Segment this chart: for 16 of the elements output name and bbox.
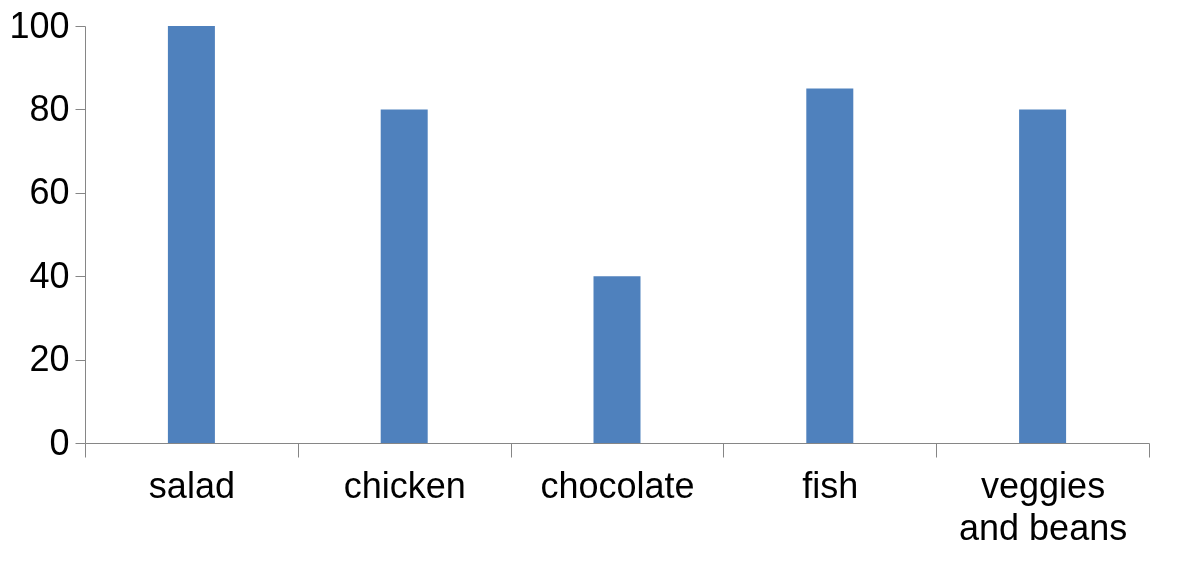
y-tick-label: 0 xyxy=(49,421,70,463)
bar xyxy=(593,276,641,443)
y-tick-label: 40 xyxy=(29,254,70,296)
x-tick-label: chicken xyxy=(343,464,466,506)
bar xyxy=(167,26,215,443)
bar xyxy=(380,109,428,443)
y-tick-label: 80 xyxy=(29,87,70,129)
x-tick-label: chocolate xyxy=(540,464,695,506)
x-tick-label: veggies and beans xyxy=(959,464,1128,548)
y-tick-label: 60 xyxy=(29,171,70,213)
x-tick-label: fish xyxy=(802,464,859,506)
y-tick-label: 100 xyxy=(9,4,70,46)
bar xyxy=(1019,109,1067,443)
bar xyxy=(806,88,854,443)
x-tick-label: salad xyxy=(148,464,235,506)
y-tick-label: 20 xyxy=(29,338,70,380)
